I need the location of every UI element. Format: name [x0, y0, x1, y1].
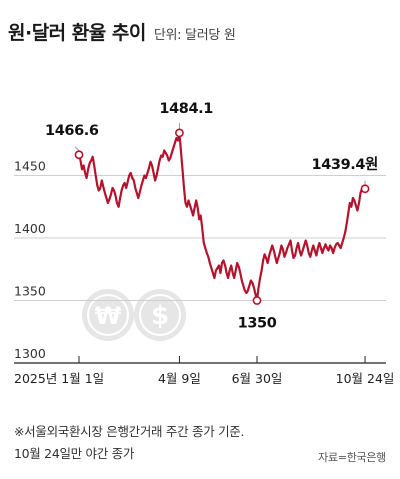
- annotation-label: 1350: [238, 316, 277, 332]
- x-tick-label: 6월 30일: [232, 371, 283, 386]
- exchange-rate-line: [77, 131, 364, 302]
- y-tick-label: 1350: [14, 284, 46, 299]
- y-tick-label: 1300: [14, 346, 46, 361]
- svg-text:$: $: [151, 301, 169, 331]
- x-tick-label: 2025년 1월 1일: [14, 371, 104, 386]
- chart-title: 원·달러 환율 추이: [8, 22, 146, 44]
- annotation-label: 1466.6: [45, 123, 99, 139]
- footnote-line-1: ※서울외국환시장 은행간거래 주간 종가 기준.: [14, 424, 245, 439]
- source-label: 자료=한국은행: [318, 451, 386, 464]
- svg-text:₩: ₩: [95, 302, 122, 330]
- x-tick-label: 10월 24일: [336, 371, 395, 386]
- footnote-line-2: 10월 24일만 야간 종가: [14, 446, 135, 461]
- annotation-leader: [74, 146, 80, 152]
- y-tick-label: 1400: [14, 221, 46, 236]
- annotation-marker: [175, 128, 184, 138]
- annotation-label: 1484.1: [159, 101, 213, 117]
- annotation-marker: [74, 150, 84, 160]
- x-tick-label: 4월 9일: [158, 371, 201, 386]
- unit-label: 단위: 달러당 원: [153, 28, 236, 43]
- y-tick-label: 1450: [14, 159, 46, 174]
- annotation-marker: [360, 184, 370, 194]
- header: 원·달러 환율 추이 단위: 달러당 원: [8, 18, 236, 45]
- annotation-marker: [252, 296, 262, 305]
- annotation-label: 1439.4원: [312, 156, 379, 173]
- won-dollar-coins-icon: ₩ $: [82, 289, 186, 341]
